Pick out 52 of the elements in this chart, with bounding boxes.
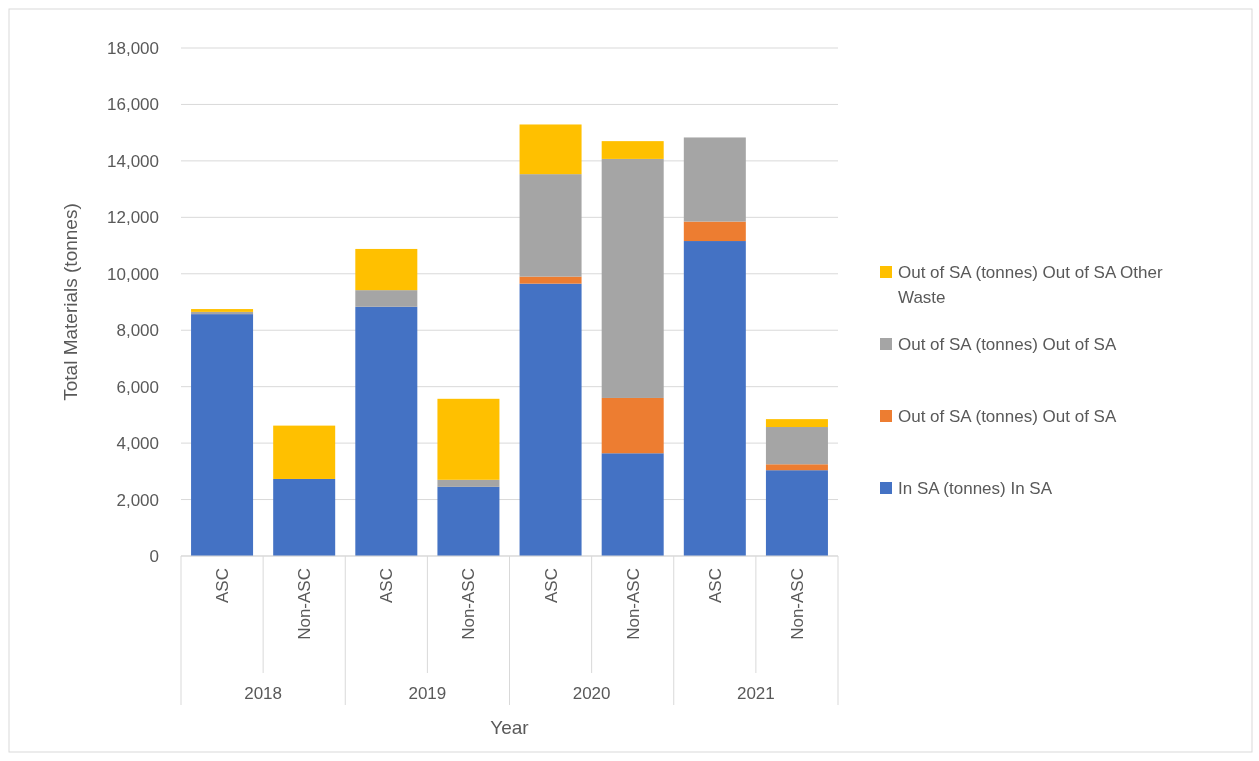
bar (765, 427, 828, 465)
legend-label: In SA (tonnes) In SA (898, 478, 1053, 498)
y-tick-label: 0 (149, 546, 159, 566)
bar (601, 158, 664, 398)
x-axis-title: Year (490, 716, 530, 738)
bar (683, 221, 746, 242)
bar (437, 479, 500, 487)
bar (765, 470, 828, 556)
bar (273, 478, 336, 556)
x-tick-label: ASC (705, 568, 725, 603)
legend-label: Out of SA (tonnes) Out of SA Other Waste (898, 262, 1163, 308)
text: 2019 (408, 683, 447, 703)
text: 2021 (736, 683, 775, 703)
y-tick-label: 8,000 (116, 321, 159, 341)
y-tick-label: 6,000 (116, 377, 159, 397)
y-tick-label: 2,000 (116, 490, 159, 510)
x-tick-label: ASC (213, 568, 233, 603)
bar (765, 419, 828, 428)
y-tick-label: 14,000 (107, 151, 159, 171)
bar (519, 124, 582, 175)
bar (355, 290, 418, 307)
y-tick-label: 10,000 (107, 264, 159, 284)
x-tick-label: ASC (541, 568, 561, 603)
bar (355, 248, 418, 291)
bar (191, 314, 254, 556)
bar (519, 283, 582, 556)
bar (683, 241, 746, 556)
legend-label: Out of SA (tonnes) Out of SA (898, 406, 1117, 426)
y-tick-label: 12,000 (107, 208, 159, 228)
bar (437, 486, 500, 556)
x-tick-label: Non-ASC (295, 568, 315, 640)
legend-label: Out of SA (tonnes) Out of SA (898, 334, 1117, 354)
x-tick-label: Non-ASC (787, 568, 807, 640)
text: 2020 (572, 683, 611, 703)
y-tick-label: 4,000 (116, 434, 159, 454)
bar (519, 276, 582, 284)
bar (601, 141, 664, 159)
text: 2018 (244, 683, 283, 703)
bar (355, 306, 418, 556)
bar (437, 398, 500, 480)
bar (601, 397, 664, 454)
bar (683, 137, 746, 222)
x-tick-label: Non-ASC (459, 568, 479, 640)
y-axis-title: Total Materials (tonnes) (59, 203, 81, 401)
bar (765, 464, 828, 471)
x-tick-label: Non-ASC (623, 568, 643, 640)
y-tick-label: 18,000 (107, 38, 159, 58)
y-tick-label: 16,000 (107, 95, 159, 115)
x-tick-label: ASC (377, 568, 397, 603)
bar (273, 425, 336, 479)
bar (519, 174, 582, 277)
bar (601, 453, 664, 556)
